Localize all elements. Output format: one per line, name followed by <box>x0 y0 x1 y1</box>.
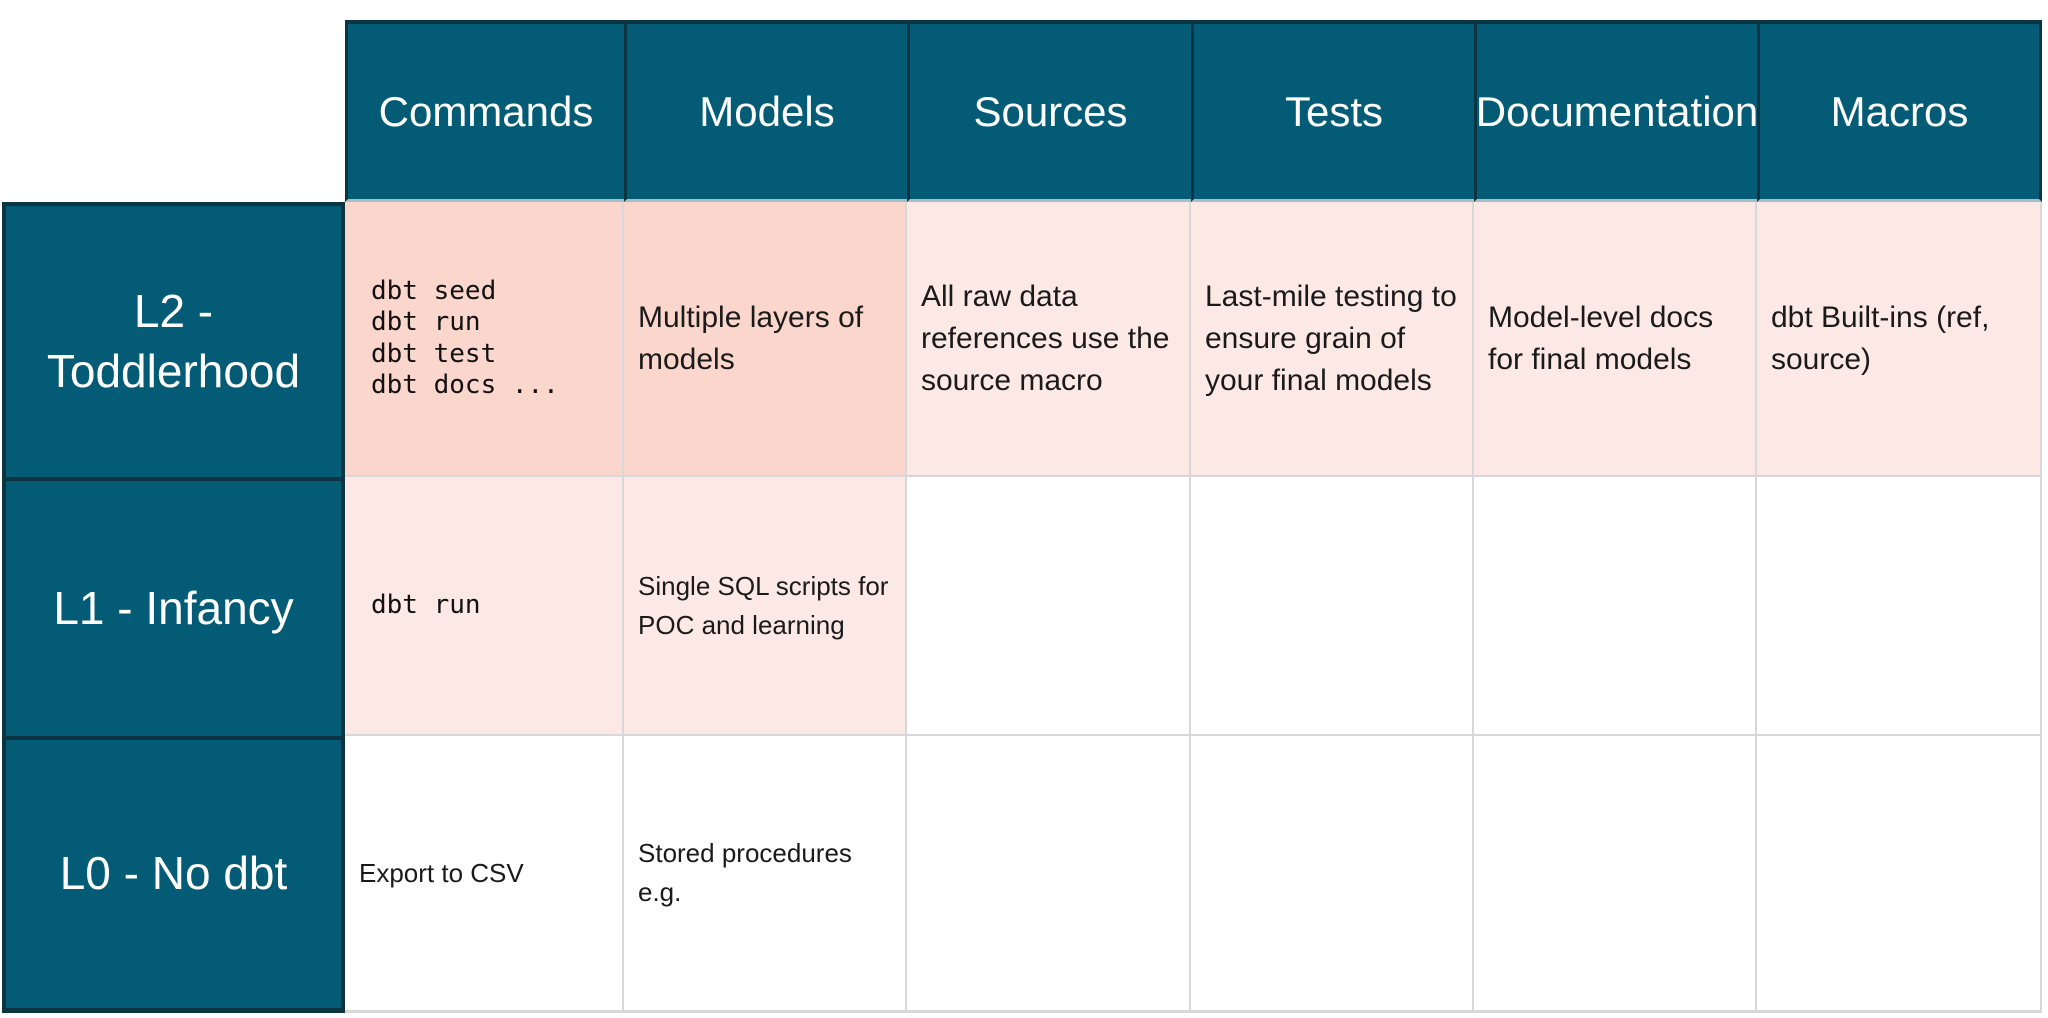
cell-l0-tests-empty <box>1191 736 1474 1013</box>
column-header-tests: Tests <box>1191 20 1474 202</box>
row-header-l2-toddlerhood: L2 - Toddlerhood <box>2 202 345 477</box>
cell-text: All raw data references use the source m… <box>921 279 1170 397</box>
cell-l0-sources-empty <box>907 736 1191 1013</box>
column-header-commands: Commands <box>345 20 624 202</box>
column-header-models: Models <box>624 20 907 202</box>
column-header-documentation: Documentation <box>1474 20 1758 202</box>
cell-l2-macros: dbt Built-ins (ref, source) <box>1757 202 2042 477</box>
cell-l0-models: Stored procedures e.g. <box>624 736 907 1013</box>
cell-text: Single SQL scripts for POC and learning <box>638 570 889 640</box>
cell-text: Last-mile testing to ensure grain of you… <box>1205 279 1457 397</box>
table-corner-blank <box>2 20 345 202</box>
cell-l0-macros-empty <box>1757 736 2042 1013</box>
cell-l2-commands: dbt seed dbt run dbt test dbt docs ... <box>345 202 624 477</box>
cell-l2-tests: Last-mile testing to ensure grain of you… <box>1191 202 1474 477</box>
cell-l1-models: Single SQL scripts for POC and learning <box>624 477 907 736</box>
code-line: dbt docs ... <box>371 369 559 400</box>
cell-text: Stored procedures e.g. <box>638 838 852 907</box>
cell-text: Multiple layers of models <box>638 300 864 376</box>
column-header-macros: Macros <box>1757 20 2042 202</box>
code-line: dbt seed <box>371 276 497 307</box>
cell-l1-macros-empty <box>1757 477 2042 736</box>
row-header-l1-infancy: L1 - Infancy <box>2 477 345 736</box>
code-line: dbt run <box>371 307 481 338</box>
cell-l2-models: Multiple layers of models <box>624 202 907 477</box>
cell-l1-sources-empty <box>907 477 1191 736</box>
cell-l0-documentation-empty <box>1474 736 1757 1013</box>
cell-text: dbt Built-ins (ref, source) <box>1771 300 1990 376</box>
cell-l1-documentation-empty <box>1474 477 1757 736</box>
cell-l1-commands: dbt run <box>345 477 624 736</box>
cell-l1-tests-empty <box>1191 477 1474 736</box>
cell-text: Export to CSV <box>359 857 524 888</box>
code-block-l1-commands: dbt run <box>371 590 610 621</box>
cell-l2-documentation: Model-level docs for final models <box>1474 202 1757 477</box>
cell-l0-commands: Export to CSV <box>345 736 624 1013</box>
code-line: dbt run <box>371 589 481 620</box>
row-header-l0-no-dbt: L0 - No dbt <box>2 736 345 1013</box>
code-block-l2-commands: dbt seed dbt run dbt test dbt docs ... <box>371 276 610 401</box>
cell-text: Model-level docs for final models <box>1488 300 1714 376</box>
maturity-matrix-table: Commands Models Sources Tests Documentat… <box>2 20 2042 1013</box>
column-header-sources: Sources <box>907 20 1191 202</box>
cell-l2-sources: All raw data references use the source m… <box>907 202 1191 477</box>
code-line: dbt test <box>371 338 497 369</box>
